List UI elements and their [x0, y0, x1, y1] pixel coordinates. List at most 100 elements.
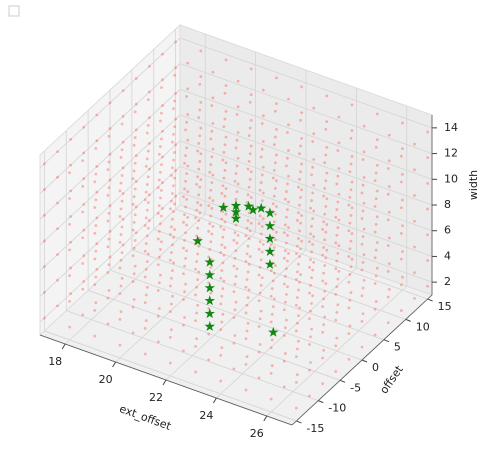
grid-point — [259, 232, 263, 236]
grid-point — [173, 151, 176, 154]
grid-point — [260, 173, 264, 177]
grid-point — [269, 346, 273, 350]
x-tick-label: 24 — [199, 409, 213, 422]
grid-point — [270, 364, 274, 368]
grid-point — [94, 301, 98, 305]
grid-point — [271, 202, 275, 206]
grid-point — [107, 289, 111, 292]
grid-point — [133, 187, 137, 191]
grid-point — [287, 251, 290, 255]
grid-point — [349, 162, 353, 166]
grid-point — [69, 292, 73, 296]
y-tick — [339, 379, 346, 383]
grid-point — [337, 218, 341, 222]
grid-point — [325, 120, 329, 124]
grid-point — [222, 150, 226, 154]
grid-point — [233, 282, 237, 286]
grid-point — [132, 298, 136, 301]
grid-point — [236, 182, 240, 186]
grid-point — [146, 252, 150, 256]
grid-point — [134, 154, 138, 158]
grid-point — [335, 311, 339, 314]
grid-point — [324, 205, 328, 208]
grid-point — [399, 180, 403, 184]
grid-point — [182, 349, 185, 353]
grid-point — [168, 258, 172, 262]
grid-point — [81, 262, 85, 265]
grid-point — [259, 155, 263, 159]
grid-point — [56, 201, 59, 205]
grid-point — [300, 239, 304, 243]
grid-point — [270, 338, 274, 342]
grid-point — [174, 169, 178, 172]
grid-point — [258, 240, 262, 244]
grid-point — [121, 192, 125, 195]
grid-point — [223, 169, 227, 172]
grid-point — [245, 355, 249, 359]
grid-point — [219, 225, 223, 229]
grid-point — [42, 213, 46, 217]
grid-point — [120, 148, 124, 152]
grid-point — [272, 168, 276, 172]
grid-point — [224, 135, 228, 139]
grid-point — [234, 275, 238, 278]
grid-point — [199, 178, 203, 181]
z-tick-label: 4 — [444, 249, 451, 262]
grid-point — [299, 221, 302, 225]
grid-point — [56, 304, 59, 308]
grid-point — [387, 185, 391, 188]
grid-point — [173, 228, 176, 231]
grid-point — [220, 192, 224, 195]
grid-point — [360, 320, 364, 323]
grid-line — [179, 88, 433, 180]
star-point — [264, 207, 276, 218]
grid-point — [81, 313, 85, 317]
grid-point — [297, 339, 300, 343]
grid-point — [107, 160, 111, 164]
grid-point — [186, 113, 190, 116]
x-tick-label: 20 — [99, 373, 113, 386]
grid-point — [334, 267, 338, 271]
grid-point — [286, 208, 289, 212]
grid-point — [170, 302, 173, 306]
grid-point — [283, 223, 287, 227]
grid-point — [160, 240, 163, 244]
grid-line — [39, 191, 181, 323]
grid-point — [300, 136, 304, 140]
grid-point — [131, 280, 135, 283]
grid-point — [146, 149, 150, 153]
grid-point — [300, 85, 304, 89]
grid-point — [209, 188, 213, 192]
grid-point — [308, 368, 311, 372]
grid-point — [361, 286, 365, 290]
grid-point — [172, 107, 175, 111]
x-tick — [61, 343, 66, 350]
grid-point — [121, 114, 125, 118]
grid-line — [39, 88, 181, 220]
grid-point — [82, 254, 86, 258]
grid-point — [198, 237, 202, 240]
grid-point — [220, 320, 224, 324]
grid-point — [160, 137, 163, 141]
grid-point — [172, 235, 175, 239]
grid-point — [132, 169, 136, 173]
star-point — [264, 233, 276, 244]
y-tick-label: -10 — [328, 402, 346, 415]
grid-point — [298, 152, 301, 156]
grid-point — [157, 281, 161, 285]
grid-point — [310, 276, 313, 280]
grid-point — [147, 90, 151, 94]
grid-point — [81, 236, 85, 240]
grid-point — [195, 208, 199, 212]
grid-point — [82, 280, 86, 283]
grid-point — [294, 252, 298, 256]
grid-point — [244, 362, 248, 366]
grid-point — [337, 141, 341, 145]
grid-point — [157, 204, 161, 208]
grid-point — [209, 291, 213, 295]
grid-point — [168, 207, 172, 211]
grid-point — [310, 199, 313, 202]
grid-point — [375, 112, 379, 116]
grid-point — [95, 190, 99, 194]
grid-point — [399, 232, 403, 235]
